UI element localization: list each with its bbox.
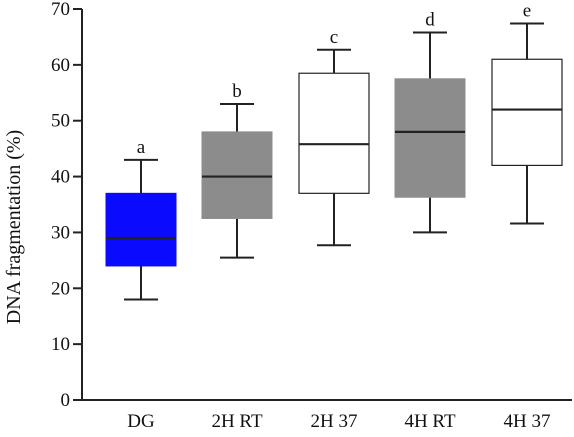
box <box>298 72 370 194</box>
x-category-label: 2H RT <box>211 411 263 432</box>
box <box>491 58 563 166</box>
box-group-4 <box>491 22 563 225</box>
y-tick-label: 40 <box>51 167 70 188</box>
y-axis-title: DNA fragmentation (%) <box>3 130 25 324</box>
box <box>394 78 466 198</box>
significance-letter: c <box>330 27 338 48</box>
box-group-2 <box>298 48 370 247</box>
x-category-label: 2H 37 <box>311 411 358 432</box>
x-category-label: DG <box>127 411 155 432</box>
significance-letter: a <box>137 137 146 158</box>
significance-letter: b <box>232 81 242 102</box>
box <box>105 192 177 267</box>
labels: 0 10 20 30 40 50 60 70 a DG b 2H RT c 2H 37 d 4H RT e 4H … <box>51 0 550 432</box>
x-category-label: 4H RT <box>404 411 456 432</box>
y-tick-label: 30 <box>51 222 70 243</box>
box-group-1 <box>201 102 273 259</box>
y-tick-label: 10 <box>51 334 70 355</box>
box-group-0 <box>105 158 177 301</box>
significance-letter: e <box>523 1 531 22</box>
x-category-label: 4H 37 <box>504 411 551 432</box>
y-tick-label: 50 <box>51 111 70 132</box>
axes <box>73 8 572 401</box>
y-tick-label: 60 <box>51 55 70 76</box>
significance-letter: d <box>425 9 435 30</box>
y-tick-label: 0 <box>61 390 71 411</box>
boxes <box>105 22 563 301</box>
y-tick-label: 70 <box>51 0 70 20</box>
box <box>201 131 273 219</box>
y-tick-label: 20 <box>51 278 70 299</box>
box-group-3 <box>394 31 466 234</box>
